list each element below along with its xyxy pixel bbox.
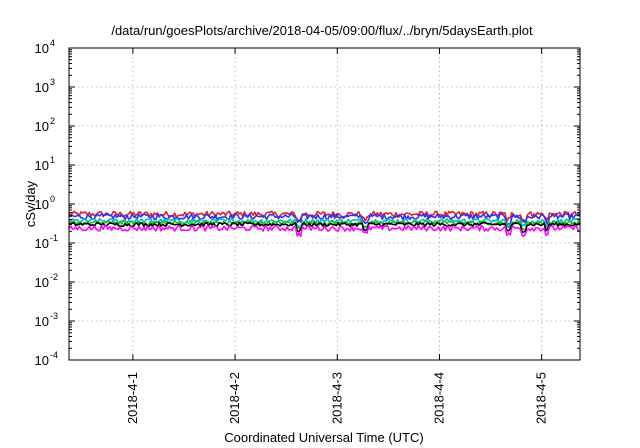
y-tick-exponent: -4 — [50, 350, 58, 360]
x-tick-label: 2018-4-1 — [125, 372, 140, 424]
y-tick-exponent: 3 — [50, 77, 55, 87]
series-line — [68, 210, 581, 224]
grid-lines — [69, 48, 580, 360]
y-tick-label: 10 — [35, 119, 49, 134]
data-series — [68, 210, 581, 238]
y-tick-label: 10 — [35, 275, 49, 290]
y-tick-label: 10 — [35, 158, 49, 173]
y-tick-exponent: 2 — [50, 116, 55, 126]
y-tick-label: 10 — [35, 41, 49, 56]
y-tick-exponent: 0 — [50, 194, 55, 204]
y-tick-label: 10 — [35, 80, 49, 95]
x-tick-label: 2018-4-5 — [534, 372, 549, 424]
y-tick-exponent: -2 — [50, 272, 58, 282]
series-line — [68, 224, 581, 238]
y-tick-label: 10 — [35, 314, 49, 329]
series-line — [68, 221, 581, 233]
x-tick-label: 2018-4-2 — [227, 372, 242, 424]
y-tick-exponent: -1 — [50, 233, 58, 243]
y-tick-label: 10 — [35, 236, 49, 251]
y-axis-label: cSv/day — [23, 180, 38, 227]
y-tick-label: 10 — [35, 353, 49, 368]
x-tick-label: 2018-4-4 — [431, 372, 446, 424]
x-axis: 2018-4-1 2018-4-2 2018-4-3 2018-4-4 2018-4-5 — [125, 48, 549, 424]
x-axis-label: Coordinated Universal Time (UTC) — [224, 430, 423, 445]
y-tick-exponent: 1 — [50, 155, 55, 165]
chart-title: /data/run/goesPlots/archive/2018-04-05/0… — [111, 23, 533, 38]
y-tick-exponent: -3 — [50, 311, 58, 321]
y-tick-exponent: 4 — [50, 38, 55, 48]
x-tick-label: 2018-4-3 — [329, 372, 344, 424]
y-tick-label: 10 — [35, 197, 49, 212]
series-line — [68, 213, 581, 226]
